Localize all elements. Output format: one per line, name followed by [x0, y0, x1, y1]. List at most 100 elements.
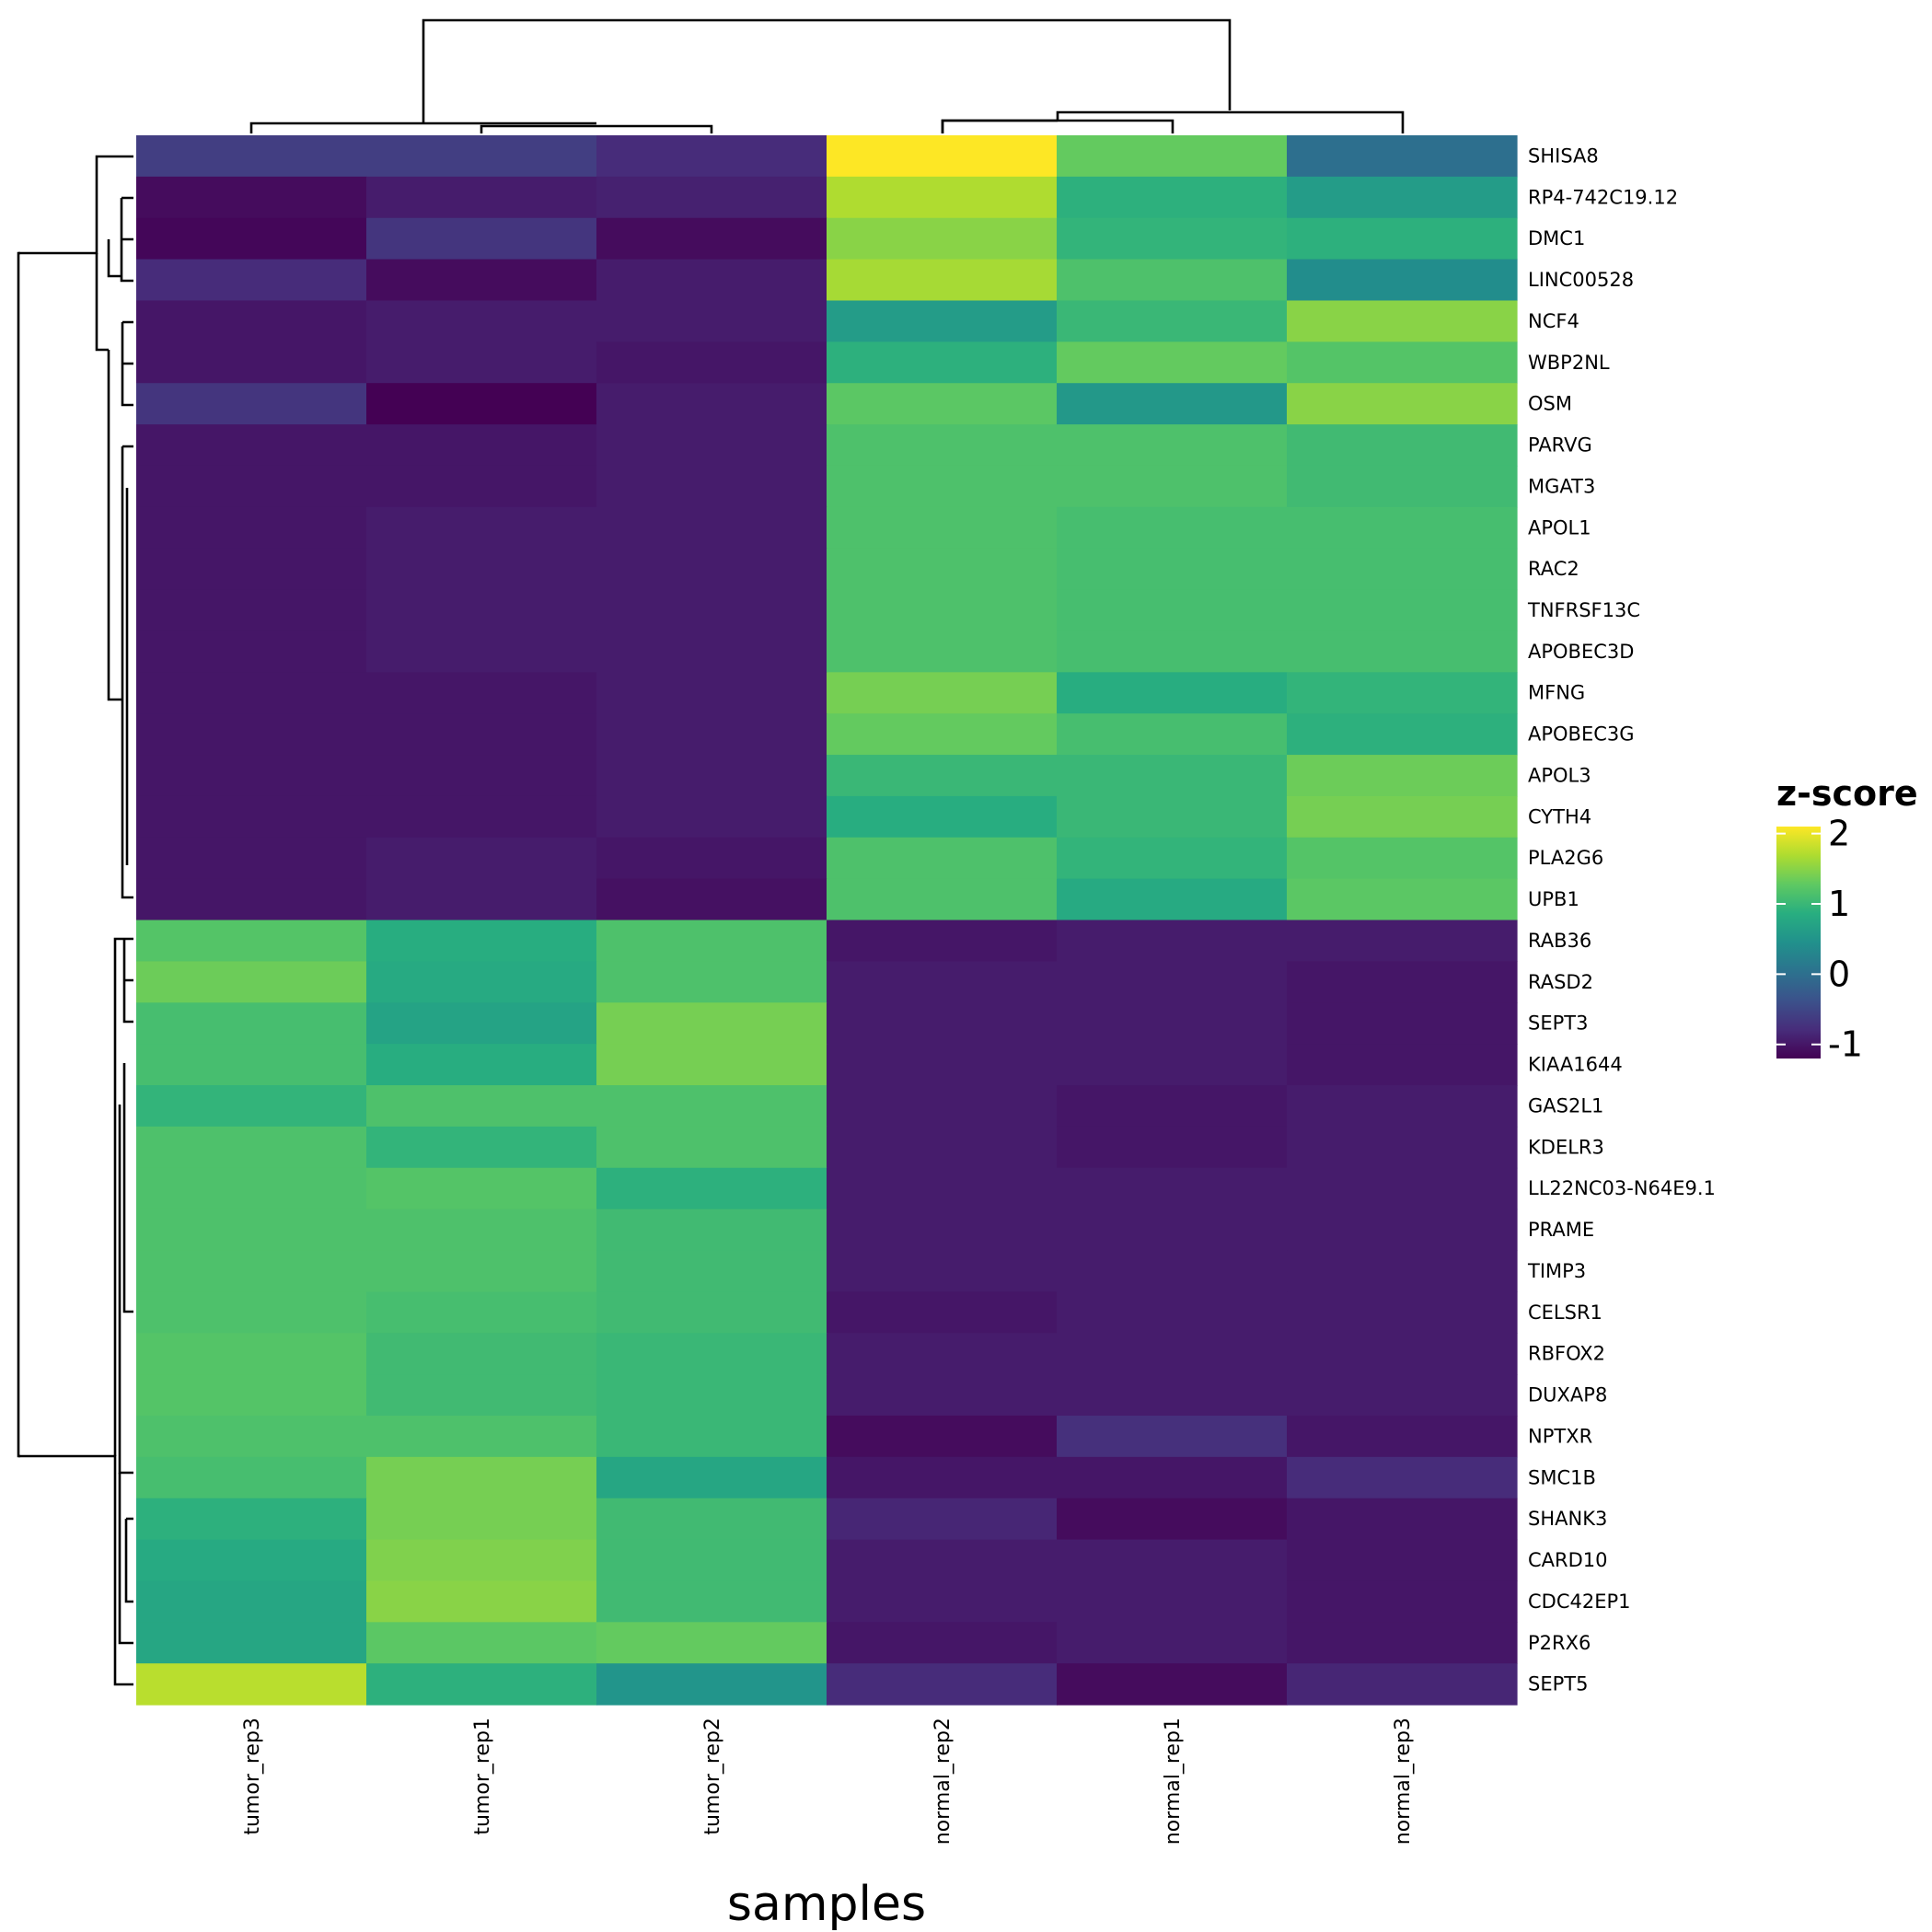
row-label-DUXAP8: DUXAP8	[1528, 1384, 1607, 1406]
heatmap-cell-LINC00528-tumor_rep1	[366, 259, 597, 302]
heatmap-cell-PARVG-tumor_rep1	[366, 424, 597, 467]
heatmap-cell-SMC1B-tumor_rep2	[596, 1456, 827, 1499]
legend-ticks: 2 1 0 -1	[1776, 814, 1863, 1065]
row-label-PLA2G6: PLA2G6	[1528, 847, 1603, 869]
heatmap-cell-WBP2NL-tumor_rep2	[596, 341, 827, 384]
column-dendrogram-tumor-rep1-rep2	[480, 124, 713, 133]
column-label-normal_rep3: normal_rep3	[1392, 1718, 1415, 1845]
heatmap-cell-SEPT5-normal_rep1	[1057, 1663, 1288, 1706]
heatmap-cell-DMC1-tumor_rep1	[366, 217, 597, 260]
heatmap-cell-RBFOX2-tumor_rep3	[136, 1333, 367, 1375]
heatmap-cell-RP4-742C19.12-normal_rep2	[827, 176, 1058, 219]
heatmap-cell-SHANK3-tumor_rep3	[136, 1498, 367, 1541]
heatmap-cell-SEPT3-tumor_rep3	[136, 1002, 367, 1045]
heatmap-cell-CYTH4-normal_rep3	[1287, 795, 1518, 839]
heatmap-cell-CARD10-tumor_rep2	[596, 1539, 827, 1582]
heatmap-cell-LINC00528-normal_rep3	[1287, 259, 1518, 302]
row-label-PRAME: PRAME	[1528, 1219, 1594, 1241]
heatmap-cell-OSM-tumor_rep1	[366, 383, 597, 425]
heatmap-cell-MFNG-tumor_rep2	[596, 672, 827, 714]
heatmap-cell-GAS2L1-tumor_rep3	[136, 1085, 367, 1128]
heatmap-cell-CELSR1-normal_rep1	[1057, 1291, 1288, 1334]
heatmap-cell-CYTH4-normal_rep1	[1057, 795, 1288, 839]
heatmap-cell-NPTXR-normal_rep2	[827, 1415, 1058, 1458]
heatmap-cell-SEPT3-tumor_rep2	[596, 1002, 827, 1045]
heatmap-cell-APOL1-tumor_rep1	[366, 506, 597, 550]
heatmap-cell-GAS2L1-normal_rep2	[827, 1085, 1058, 1128]
row-label-CELSR1: CELSR1	[1528, 1301, 1602, 1324]
heatmap-cell-MGAT3-tumor_rep1	[366, 465, 597, 508]
row-label-SEPT5: SEPT5	[1528, 1673, 1588, 1695]
heatmap-cell-RP4-742C19.12-tumor_rep1	[366, 176, 597, 219]
row-label-RASD2: RASD2	[1528, 971, 1593, 993]
heatmap-cells	[136, 135, 1518, 1706]
heatmap-cell-P2RX6-normal_rep3	[1287, 1622, 1518, 1664]
heatmap-cell-MGAT3-tumor_rep2	[596, 465, 827, 508]
heatmap-cell-SMC1B-normal_rep1	[1057, 1456, 1288, 1499]
heatmap-cell-APOBEC3D-tumor_rep3	[136, 631, 367, 673]
heatmap-cell-PLA2G6-normal_rep3	[1287, 837, 1518, 880]
heatmap-cell-TIMP3-normal_rep3	[1287, 1250, 1518, 1292]
x-axis-label: samples	[727, 1877, 926, 1932]
row-label-RAB36: RAB36	[1528, 930, 1591, 952]
legend-title: z-score	[1776, 773, 1918, 814]
heatmap-cell-PLA2G6-normal_rep2	[827, 837, 1058, 880]
heatmap-cell-CARD10-normal_rep2	[827, 1539, 1058, 1582]
heatmap-cell-CARD10-tumor_rep1	[366, 1539, 597, 1582]
heatmap-cell-PRAME-normal_rep2	[827, 1209, 1058, 1252]
heatmap-cell-CYTH4-normal_rep2	[827, 795, 1058, 839]
heatmap-cell-MGAT3-normal_rep3	[1287, 465, 1518, 508]
heatmap-cell-KIAA1644-normal_rep3	[1287, 1044, 1518, 1086]
heatmap-cell-NCF4-normal_rep1	[1057, 300, 1288, 342]
heatmap-cell-PARVG-normal_rep2	[827, 424, 1058, 467]
row-dendrogram-lower-a	[122, 937, 133, 1024]
heatmap-cell-NPTXR-normal_rep3	[1287, 1415, 1518, 1458]
heatmap-cell-GAS2L1-normal_rep1	[1057, 1085, 1288, 1128]
legend-tick-label-0: 0	[1828, 954, 1850, 994]
row-dendrogram-upper-c	[121, 320, 133, 407]
heatmap-cell-APOBEC3D-normal_rep1	[1057, 631, 1288, 673]
heatmap-cell-RBFOX2-normal_rep1	[1057, 1333, 1288, 1375]
row-dendrogram-upper-b	[107, 350, 122, 701]
heatmap-cell-KDELR3-tumor_rep3	[136, 1126, 367, 1169]
heatmap-cell-KDELR3-normal_rep1	[1057, 1126, 1288, 1169]
legend-tick-label-2: 2	[1828, 814, 1850, 854]
heatmap-cell-APOL3-tumor_rep3	[136, 755, 367, 797]
heatmap-cell-APOBEC3G-normal_rep2	[827, 713, 1058, 756]
heatmap-cell-PLA2G6-normal_rep1	[1057, 837, 1288, 880]
column-dendrogram-normal	[941, 119, 1058, 133]
heatmap-cell-TNFRSF13C-tumor_rep1	[366, 589, 597, 632]
heatmap-cell-CELSR1-normal_rep3	[1287, 1291, 1518, 1334]
heatmap-cell-RASD2-normal_rep1	[1057, 961, 1288, 1003]
row-label-SHANK3: SHANK3	[1528, 1508, 1607, 1530]
heatmap-cell-RBFOX2-tumor_rep1	[366, 1333, 597, 1375]
heatmap-cell-PLA2G6-tumor_rep2	[596, 837, 827, 880]
heatmap-cell-KDELR3-normal_rep3	[1287, 1126, 1518, 1169]
heatmap-cell-TIMP3-normal_rep2	[827, 1250, 1058, 1292]
heatmap-cell-WBP2NL-normal_rep3	[1287, 341, 1518, 384]
heatmap-cell-DMC1-tumor_rep2	[596, 217, 827, 260]
heatmap-cell-LL22NC03-N64E9.1-tumor_rep2	[596, 1167, 827, 1210]
heatmap-cell-CELSR1-tumor_rep3	[136, 1291, 367, 1334]
heatmap-cell-NPTXR-normal_rep1	[1057, 1415, 1288, 1458]
row-dendrogram-upper-d	[121, 445, 133, 899]
heatmap-cell-PARVG-normal_rep3	[1287, 424, 1518, 467]
heatmap-cell-OSM-normal_rep3	[1287, 383, 1518, 425]
heatmap-cell-RASD2-tumor_rep1	[366, 961, 597, 1003]
heatmap-cell-NPTXR-tumor_rep1	[366, 1415, 597, 1458]
heatmap-cell-APOBEC3G-normal_rep1	[1057, 713, 1288, 756]
heatmap-cell-P2RX6-normal_rep1	[1057, 1622, 1288, 1664]
column-label-normal_rep1: normal_rep1	[1162, 1718, 1185, 1845]
heatmap-cell-UPB1-tumor_rep1	[366, 878, 597, 921]
row-label-CYTH4: CYTH4	[1528, 805, 1591, 827]
heatmap-cell-SEPT5-tumor_rep1	[366, 1663, 597, 1706]
heatmap-cell-APOBEC3D-normal_rep2	[827, 631, 1058, 673]
heatmap-cell-TNFRSF13C-normal_rep3	[1287, 589, 1518, 632]
heatmap-cell-SEPT3-normal_rep1	[1057, 1002, 1288, 1045]
legend: z-score 2 1 0 -1	[1776, 773, 1918, 1065]
row-label-RAC2: RAC2	[1528, 558, 1579, 580]
heatmap-cell-APOBEC3G-normal_rep3	[1287, 713, 1518, 756]
heatmap-cell-LL22NC03-N64E9.1-tumor_rep3	[136, 1167, 367, 1210]
heatmap-cell-PRAME-tumor_rep2	[596, 1209, 827, 1252]
heatmap-cell-WBP2NL-tumor_rep1	[366, 341, 597, 384]
